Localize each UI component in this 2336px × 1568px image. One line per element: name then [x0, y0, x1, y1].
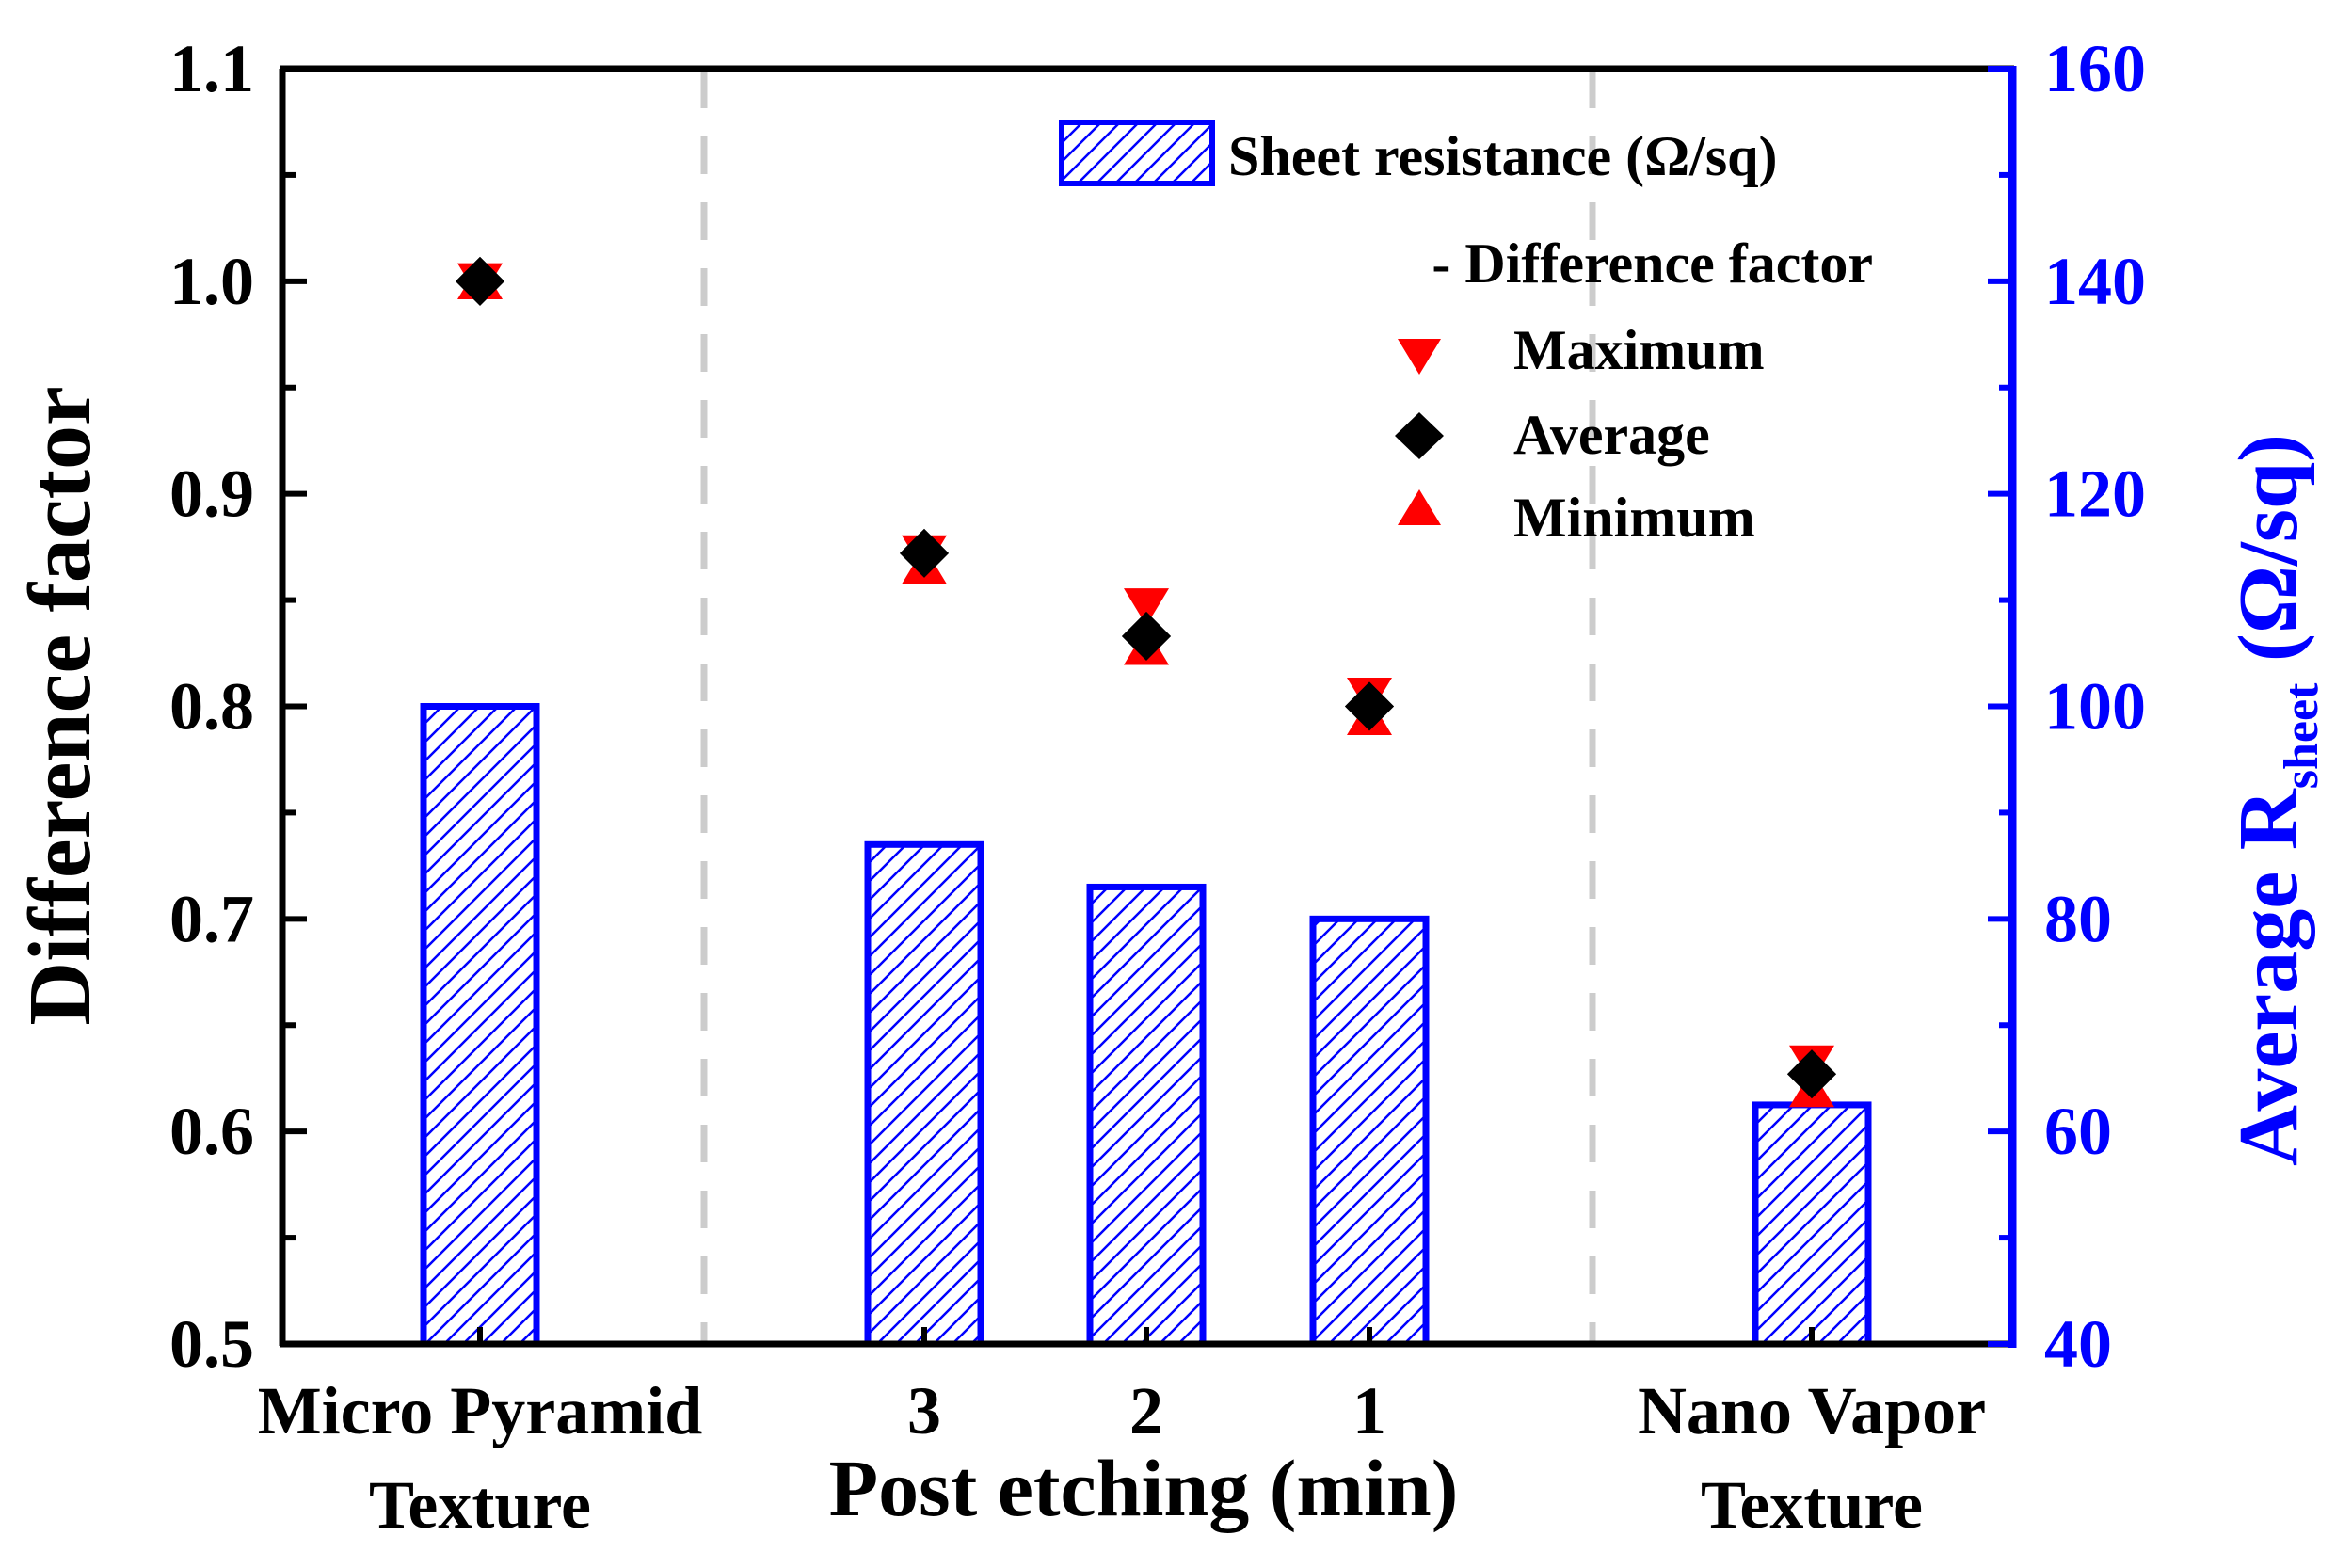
- right-tick-label-6: 160: [2044, 31, 2146, 106]
- x-axis-ticks: Micro Pyramid Texture 3 2 1 Nano Vapor Texture: [258, 1327, 1986, 1543]
- left-tick-label-4: 0.9: [169, 456, 254, 532]
- legend-minimum-label: Minimum: [1513, 487, 1755, 549]
- legend-average-marker: [1395, 412, 1444, 459]
- right-tick-label-5: 140: [2044, 244, 2146, 319]
- left-tick-label-6: 1.1: [169, 31, 254, 106]
- right-tick-label-1: 60: [2044, 1094, 2112, 1169]
- legend-maximum-marker: [1398, 339, 1441, 375]
- x-tick-label-0-1: Texture: [369, 1467, 591, 1543]
- x-tick-label-3-0: 1: [1352, 1373, 1386, 1448]
- average-marker-top-1: [900, 528, 949, 578]
- average-marker-top-2: [1122, 611, 1171, 661]
- left-tick-label-1: 0.6: [169, 1094, 254, 1169]
- legend-bar-label: Sheet resistance (Ω/sq): [1228, 125, 1778, 187]
- y-axis-right-title-unit: (Ω/sq): [2222, 434, 2315, 683]
- left-tick-label-3: 0.8: [169, 669, 254, 744]
- x-tick-label-0-0: Micro Pyramid: [258, 1373, 703, 1448]
- x-tick-label-4-0: Nano Vapor: [1638, 1373, 1986, 1448]
- right-tick-label-4: 120: [2044, 456, 2146, 532]
- legend-bar-swatch: [1059, 120, 1215, 186]
- average-marker-top-3: [1345, 681, 1394, 731]
- right-axis-ticks: 40 60 80 100 120 140 160: [1988, 31, 2146, 1382]
- bar-1: [864, 840, 984, 1348]
- right-tick-label-2: 80: [2044, 881, 2112, 956]
- y-axis-right-title-main: Average R: [2222, 788, 2315, 1166]
- maximum-marker-2: [1124, 588, 1169, 626]
- y-axis-left-title: Difference factor: [11, 386, 109, 1025]
- legend-minimum-marker: [1398, 489, 1441, 525]
- left-axis-ticks: 0.5 0.6 0.7 0.8 0.9 1.0 1.1: [169, 31, 307, 1382]
- y-axis-right-title-subscript: sheet: [2275, 682, 2328, 789]
- y-axis-right-title: Average Rsheet (Ω/sq): [2222, 434, 2328, 1166]
- left-tick-label-2: 0.7: [169, 881, 254, 956]
- bars-layer: [420, 703, 1872, 1348]
- x-axis-title: Post etching (min): [829, 1443, 1459, 1533]
- average-marker-top-0: [456, 256, 504, 306]
- bar-3: [1309, 915, 1430, 1348]
- legend-header: - Difference factor: [1432, 232, 1873, 295]
- markers-layer: [456, 256, 1836, 1108]
- legend-maximum-label: Maximum: [1513, 319, 1765, 381]
- bar-0: [420, 703, 540, 1348]
- x-tick-label-4-1: Texture: [1701, 1467, 1923, 1543]
- legend-average-label: Average: [1513, 404, 1710, 466]
- right-tick-label-0: 40: [2044, 1306, 2112, 1382]
- x-tick-label-1-0: 3: [907, 1373, 941, 1448]
- bar-4: [1752, 1101, 1872, 1348]
- left-tick-label-5: 1.0: [169, 244, 254, 319]
- average-marker-top-4: [1787, 1049, 1836, 1099]
- left-tick-label-0: 0.5: [169, 1306, 254, 1382]
- legend: Sheet resistance (Ω/sq) - Difference fac…: [1059, 120, 1873, 549]
- bar-2: [1086, 883, 1207, 1348]
- right-tick-label-3: 100: [2044, 669, 2146, 744]
- x-tick-label-2-0: 2: [1129, 1373, 1163, 1448]
